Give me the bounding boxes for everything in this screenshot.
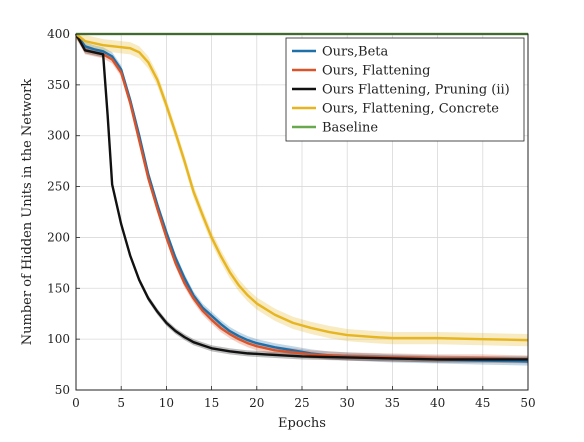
legend-box (285, 37, 525, 142)
confidence-bands (76, 34, 528, 366)
series-line-2 (74, 33, 528, 361)
series-band-0 (76, 34, 528, 366)
x-tick-label: 40 (430, 396, 445, 410)
y-axis-label: Number of Hidden Units in the Network (20, 79, 35, 346)
x-tick-label: 15 (204, 396, 219, 410)
series-line-3 (75, 33, 529, 342)
y-tick-label: 300 (47, 129, 70, 143)
x-tick-label: 35 (385, 396, 400, 410)
x-axis-label: Epochs (278, 416, 326, 431)
x-tick-label: 0 (72, 396, 80, 410)
series-line-1 (74, 33, 529, 361)
x-tick-label: 5 (117, 396, 125, 410)
y-tick-label: 250 (47, 180, 70, 194)
legend-label: Ours, Flattening (322, 64, 430, 79)
x-tick-label: 25 (294, 396, 309, 410)
legend-label: Ours,Beta (322, 45, 389, 60)
y-tick-label: 100 (47, 332, 70, 346)
y-tick-label: 50 (55, 383, 70, 397)
y-tick-label: 350 (47, 78, 70, 92)
x-tick-label: 30 (340, 396, 355, 410)
axis-ticks: 0 5 10 15 20 25 30 35 40 45 50 50 100 150 200 250 300 350… (47, 27, 536, 410)
legend-label: Baseline (322, 121, 378, 136)
x-tick-label: 50 (520, 396, 535, 410)
x-tick-label: 20 (249, 396, 264, 410)
y-tick-label: 200 (47, 230, 70, 244)
legend: Ours,Beta Ours, Flattening Ours Flattening… (285, 37, 525, 142)
x-tick-label: 10 (159, 396, 174, 410)
y-tick-label: 150 (47, 281, 70, 295)
x-tick-label: 45 (475, 396, 490, 410)
legend-label: Ours Flattening, Pruning (ii) (322, 83, 510, 98)
legend-label: Ours, Flattening, Concrete (322, 102, 499, 117)
y-tick-label: 400 (47, 27, 70, 41)
